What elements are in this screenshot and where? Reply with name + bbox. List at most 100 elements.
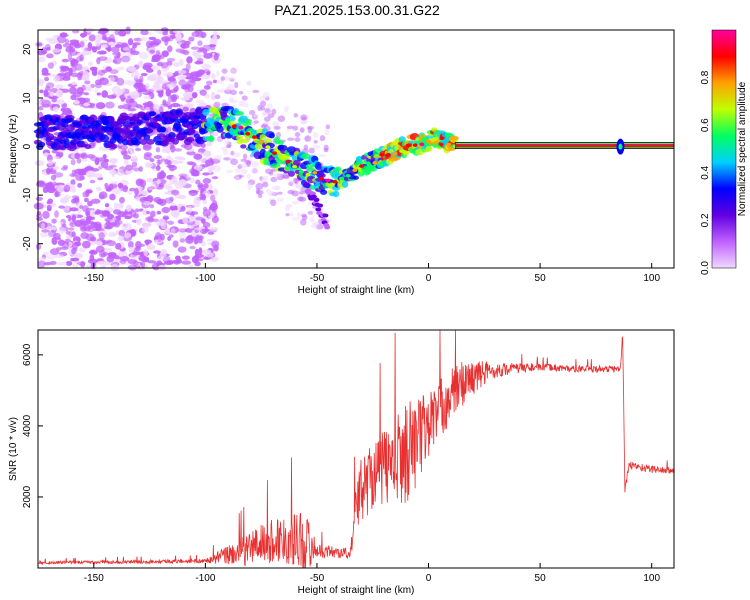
noise-blob [178,58,184,67]
ridge-blob [191,123,199,130]
noise-blob [201,228,211,233]
noise-blob [106,240,117,247]
noise-blob [90,83,96,88]
noise-blob [74,168,84,175]
noise-blob [70,179,76,186]
noise-blob [180,206,186,212]
noise-blob [79,91,86,95]
noise-blob [154,64,161,72]
noise-blob [191,255,200,264]
noise-blob [135,245,141,252]
ridge-blob [146,139,155,145]
noise-blob [89,250,96,254]
ridge-core [258,140,264,144]
noise-blob [53,156,60,160]
ridge-core [352,168,358,173]
noise-blob [298,196,307,202]
noise-blob [167,220,175,225]
x-tick-label: -150 [84,573,104,584]
noise-blob [101,44,109,48]
noise-blob [210,256,219,262]
ridge-blob [317,172,326,179]
ridge-blob [108,143,118,150]
noise-blob [178,69,187,75]
noise-blob [204,94,211,99]
noise-blob [115,243,122,250]
noise-blob [47,159,54,166]
noise-blob [176,75,183,81]
noise-blob [90,264,96,268]
noise-blob [229,89,238,96]
colorbar-tick-label: 0.6 [700,118,711,132]
colorbar-tick-label: 0.8 [700,70,711,84]
noise-blob [238,103,245,107]
noise-blob [186,150,196,156]
ridge-core [245,132,251,136]
noise-blob [312,131,319,138]
noise-blob [190,169,199,176]
noise-blob [55,89,64,98]
noise-blob [87,200,93,207]
noise-blob [113,202,119,210]
ridge-core [399,149,405,153]
noise-blob [53,75,61,83]
noise-blob [69,207,78,212]
noise-blob [71,231,76,238]
noise-blob [262,181,269,188]
noise-blob [81,158,89,162]
noise-blob [65,235,72,239]
noise-blob [160,169,165,177]
noise-blob [212,31,218,36]
spectrogram-x-ticks: -150 -100 -50 0 50 100 [84,263,660,284]
noise-blob [51,218,57,224]
noise-blob [287,189,295,195]
noise-blob [205,80,213,86]
noise-blob [110,181,118,185]
noise-blob [158,198,167,206]
noise-blob [214,154,222,161]
noise-blob [125,204,132,212]
noise-blob [85,170,96,178]
noise-blob [123,159,129,165]
noise-blob [310,223,319,229]
noise-blob [174,32,182,39]
noise-blob [148,187,153,191]
noise-blob [122,211,129,217]
noise-blob [133,260,139,267]
x-tick-label: -100 [195,273,215,284]
noise-blob [213,165,221,172]
noise-blob [42,186,49,194]
noise-blob [255,187,261,195]
noise-blob [293,113,299,118]
ridge-blob [63,138,70,145]
noise-blob [158,179,167,184]
ridge-blob [159,126,167,133]
noise-blob [84,197,89,203]
noise-blob [179,179,187,187]
ridge-blob [99,134,109,143]
noise-blob [213,53,219,61]
noise-blob [203,53,213,59]
noise-blob [54,210,59,218]
noise-blob [203,150,212,158]
noise-blob [299,127,305,133]
noise-blob [171,175,178,184]
noise-blob [116,66,125,71]
noise-blob [175,48,186,53]
noise-blob [153,104,158,112]
snr-x-label: Height of straight line (km) [298,585,415,596]
ridge-blob [352,175,360,180]
noise-blob [47,62,54,70]
ridge-blob [300,153,311,160]
noise-blob [143,62,153,69]
noise-blob [169,34,176,40]
noise-blob [294,131,301,138]
noise-blob [119,256,130,262]
noise-blob [98,33,103,40]
noise-blob [46,226,54,231]
noise-blob [244,103,249,108]
noise-blob [162,216,170,220]
noise-blob [262,92,270,99]
noise-blob [78,247,86,253]
noise-blob [216,80,225,84]
